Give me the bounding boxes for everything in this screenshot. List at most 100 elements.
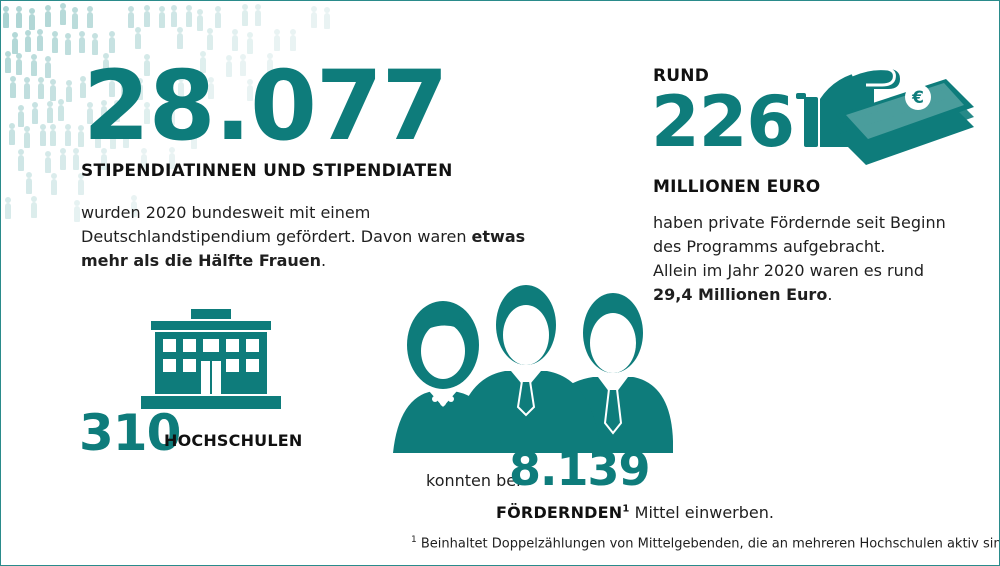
crowd-person [15, 5, 22, 28]
funding-text: haben private Fördernde seit Beginn des … [653, 211, 983, 307]
crowd-person [18, 149, 25, 172]
university-building-icon [141, 309, 281, 409]
universities-number: 310 [79, 404, 181, 462]
sponsors-label: FÖRDERNDEN [496, 503, 623, 522]
money-hand-icon: € [796, 59, 986, 169]
crowd-person [59, 3, 66, 26]
crowd-person [23, 126, 30, 149]
crowd-person [59, 147, 66, 170]
crowd-person [247, 78, 254, 101]
crowd-person [171, 4, 178, 27]
crowd-person [310, 5, 317, 28]
crowd-person [87, 5, 94, 28]
crowd-person [199, 51, 206, 74]
crowd-person [11, 32, 18, 55]
crowd-person [4, 51, 11, 74]
crowd-person [121, 77, 128, 100]
crowd-person [44, 4, 51, 27]
crowd-person [10, 75, 17, 98]
crowd-person [9, 123, 16, 146]
crowd-person [141, 147, 148, 170]
crowd-person [136, 77, 143, 100]
footnote-sup: 1 [411, 535, 417, 545]
universities-label: HOCHSCHULEN [164, 431, 303, 450]
crowd-person [2, 6, 9, 29]
crowd-person [214, 5, 221, 28]
students-number: 28.077 [83, 50, 448, 162]
crowd-icon [1, 1, 361, 231]
crowd-person [73, 200, 80, 223]
crowd-person [109, 30, 116, 53]
crowd-person [65, 32, 72, 55]
crowd-person [87, 102, 94, 125]
crowd-person [31, 53, 38, 76]
crowd-person [71, 7, 78, 30]
crowd-person [176, 27, 183, 50]
crowd-person [92, 32, 99, 55]
students-text-end: . [321, 251, 327, 270]
students-text: wurden 2020 bundesweit mit einem Deutsch… [81, 201, 551, 273]
crowd-person [15, 52, 22, 75]
funding-line2: des Programms aufgebracht. [653, 237, 886, 256]
crowd-person [122, 125, 129, 148]
students-heading: STIPENDIATINNEN UND STIPENDIATEN [81, 161, 453, 181]
sponsors-prefix: konnten bei [426, 471, 521, 490]
crowd-person [38, 76, 45, 99]
crowd-person [78, 125, 85, 148]
crowd-person [37, 29, 44, 52]
crowd-person [323, 7, 330, 30]
crowd-person [72, 147, 79, 170]
crowd-person [101, 148, 108, 171]
crowd-person [274, 29, 281, 52]
svg-text:€: € [911, 88, 924, 108]
crowd-person [109, 127, 116, 150]
crowd-person [32, 101, 39, 124]
crowd-person [95, 125, 102, 148]
funding-line4: 29,4 Millionen Euro. [653, 283, 983, 307]
crowd-person [247, 31, 254, 54]
crowd-person [225, 55, 232, 78]
funding-prefix: RUND [653, 66, 710, 86]
crowd-person [66, 80, 73, 103]
crowd-person [4, 197, 11, 220]
crowd-person [79, 76, 86, 99]
students-text-plain: wurden 2020 bundesweit mit einem Deutsch… [81, 203, 472, 246]
crowd-person [177, 75, 184, 98]
funding-line4-end: . [827, 285, 833, 304]
sponsors-label-line: FÖRDERNDEN1 Mittel einwerben. [496, 501, 774, 525]
crowd-person [31, 196, 38, 219]
footnote-text: Beinhaltet Doppelzählungen von Mittelgeb… [416, 536, 1000, 552]
crowd-person [39, 123, 46, 146]
funding-line1: haben private Fördernde seit Beginn [653, 213, 946, 232]
crowd-person [25, 172, 32, 195]
crowd-person [127, 5, 134, 28]
crowd-person [207, 27, 214, 50]
crowd-person [51, 173, 58, 196]
crowd-person [79, 30, 86, 53]
people-group-icon [393, 273, 674, 453]
funding-line4-bold: 29,4 Millionen Euro [653, 285, 828, 304]
crowd-person [158, 5, 165, 28]
crowd-person [207, 76, 214, 99]
crowd-person [186, 5, 193, 28]
crowd-person [50, 123, 57, 146]
crowd-person [130, 195, 137, 218]
crowd-person [241, 3, 248, 26]
funding-unit: MILLIONEN EURO [653, 177, 821, 197]
crowd-person [57, 99, 64, 122]
crowd-person [254, 3, 261, 26]
crowd-person [239, 54, 246, 77]
crowd-person [114, 100, 121, 123]
crowd-person [23, 76, 30, 99]
crowd-person [135, 27, 142, 50]
sponsors-number: 8.139 [509, 442, 651, 496]
sponsors-sup: 1 [622, 503, 630, 515]
crowd-person [190, 127, 197, 150]
crowd-person [169, 102, 175, 125]
crowd-person [144, 53, 151, 76]
crowd-person [100, 99, 107, 122]
crowd-person [51, 31, 58, 54]
crowd-person [289, 29, 296, 52]
funding-number: 226 [651, 81, 795, 163]
